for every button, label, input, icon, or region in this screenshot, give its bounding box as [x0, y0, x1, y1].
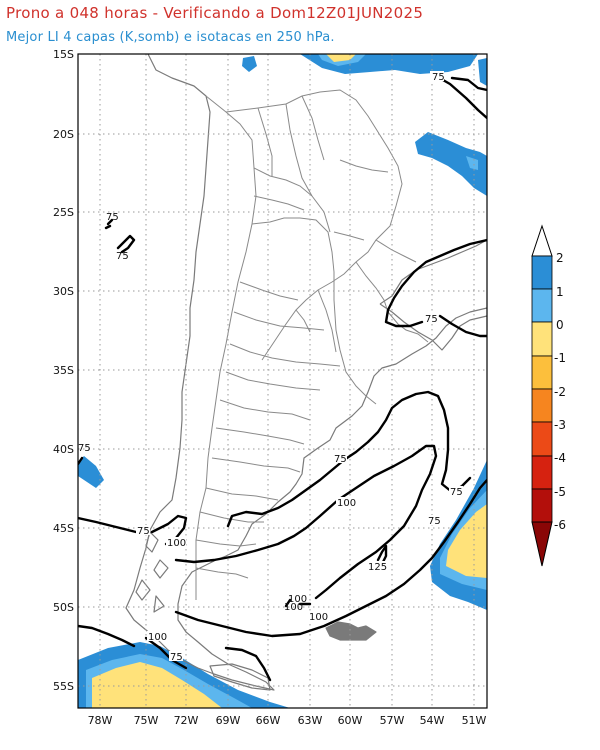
- coastline-east: [379, 303, 487, 351]
- map-frame: [77, 53, 488, 709]
- lat-label: 55S: [53, 680, 74, 693]
- coastline-mainland: [125, 54, 487, 691]
- map-title: Prono a 048 horas - Verificando a Dom12Z…: [6, 4, 424, 22]
- lat-label: 25S: [53, 206, 74, 219]
- li-area-east-blue: [415, 132, 487, 196]
- border-chile-argentina: [195, 95, 257, 600]
- contour-label: 75: [106, 212, 119, 223]
- colorbar: 2 1 0 -1 -2 -3 -4 -5 -6: [531, 224, 566, 567]
- isotach-100-tick: [284, 598, 312, 608]
- li-area-southwest-yellow: [92, 662, 222, 708]
- falkland-islands: [325, 621, 377, 641]
- border-uruguay: [387, 311, 429, 343]
- colorbar-label: 1: [556, 285, 564, 299]
- border-argentina-north: [251, 217, 377, 405]
- isotach-100-sw: [144, 636, 188, 670]
- lat-label: 50S: [53, 601, 74, 614]
- lon-label: 75W: [134, 714, 159, 727]
- border-paraguay-brazil: [355, 261, 389, 313]
- isotach-75-west-edge: [78, 456, 84, 466]
- colorbar-bottom-arrow: [531, 521, 553, 567]
- contour-label: 100: [148, 632, 167, 643]
- colorbar-label: -2: [554, 385, 566, 399]
- internal-borders: [295, 159, 389, 333]
- isotach-75-west-band: [78, 516, 138, 534]
- graticule: [78, 54, 487, 708]
- contour-label: 100: [167, 538, 186, 549]
- border-brazil-south: [375, 239, 417, 263]
- contour-label: 100: [284, 602, 303, 613]
- map-subtitle: Mejor LI 4 capas (K,somb) e isotacas en …: [6, 30, 335, 45]
- isotach-75-east: [384, 238, 487, 328]
- isotach-75-ne-2: [450, 76, 487, 92]
- li-area-north-yellow: [326, 54, 356, 62]
- isotach-75-west-b: [116, 234, 136, 254]
- contour-label: 75: [116, 251, 129, 262]
- colorbar-label: -4: [554, 451, 566, 465]
- longitude-labels: 78W 75W 72W 69W 66W 63W 60W 57W 54W 51W: [88, 714, 487, 727]
- contour-label: 75: [78, 443, 91, 454]
- colorbar-label: -5: [554, 485, 566, 499]
- isotach-75-west-a: [104, 218, 114, 230]
- contour-labels: 75 75 75 75 75 75 75 75 75 75 100 100 10…: [78, 71, 463, 663]
- lon-label: 69W: [216, 714, 241, 727]
- chile-archipelago: [135, 531, 169, 613]
- isotach-125: [376, 544, 388, 566]
- contour-label: 75: [450, 487, 463, 498]
- provincial-borders-north: [253, 95, 325, 211]
- lon-label: 63W: [298, 714, 323, 727]
- contour-label: 75: [425, 314, 438, 325]
- lat-label: 40S: [53, 443, 74, 456]
- tierra-del-fuego: [209, 663, 271, 691]
- contour-label: 75: [170, 652, 183, 663]
- isotach-75-sw: [78, 624, 136, 648]
- colorbar-label: 0: [556, 318, 564, 332]
- lon-label: 78W: [88, 714, 113, 727]
- contour-label: 75: [334, 454, 347, 465]
- lat-label: 15S: [53, 48, 74, 61]
- contour-label: 100: [337, 498, 356, 509]
- lon-label: 66W: [256, 714, 281, 727]
- li-area-nw-blob: [242, 56, 257, 72]
- colorbar-label: 2: [556, 251, 564, 265]
- colorbar-label: -6: [554, 518, 566, 532]
- contour-label: 75: [137, 526, 150, 537]
- contour-label: 125: [368, 562, 387, 573]
- isotach-75-south: [174, 478, 487, 638]
- isotach-75-main: [226, 390, 472, 528]
- isotach-75-east-2: [438, 314, 487, 338]
- lat-label: 45S: [53, 522, 74, 535]
- isotach-75-ne: [434, 74, 487, 120]
- lat-label: 20S: [53, 128, 74, 141]
- isotach-75-south-2: [224, 646, 272, 682]
- lat-label: 30S: [53, 285, 74, 298]
- lon-label: 72W: [174, 714, 199, 727]
- contour-label: 75: [428, 516, 441, 527]
- provincial-borders-arg: [195, 281, 341, 579]
- colorbar-top-arrow: [531, 224, 553, 257]
- lon-label: 57W: [380, 714, 405, 727]
- contour-label: 100: [309, 612, 328, 623]
- lat-label: 35S: [53, 364, 74, 377]
- border-bolivia-paraguay: [225, 89, 403, 361]
- border-paraguay-argentina: [317, 289, 337, 353]
- contour-label: 100: [288, 594, 307, 605]
- coastlines: [125, 54, 487, 691]
- li-area-southeast-yellow: [446, 504, 487, 578]
- li-shading: [78, 54, 487, 708]
- isotachs: [78, 74, 487, 682]
- contour-label: 75: [432, 72, 445, 83]
- li-area-ne-edge: [478, 58, 487, 86]
- lon-label: 60W: [338, 714, 363, 727]
- latitude-labels: 15S 20S 25S 30S 35S 40S 45S 50S 55S: [53, 48, 74, 693]
- colorbar-label: -3: [554, 418, 566, 432]
- lon-label: 51W: [462, 714, 487, 727]
- lon-label: 54W: [420, 714, 445, 727]
- isotach-100-main: [174, 444, 438, 600]
- colorbar-label: -1: [554, 351, 566, 365]
- li-area-west-blob: [78, 456, 104, 488]
- political-borders: [195, 89, 429, 600]
- li-area-east-light: [466, 156, 478, 170]
